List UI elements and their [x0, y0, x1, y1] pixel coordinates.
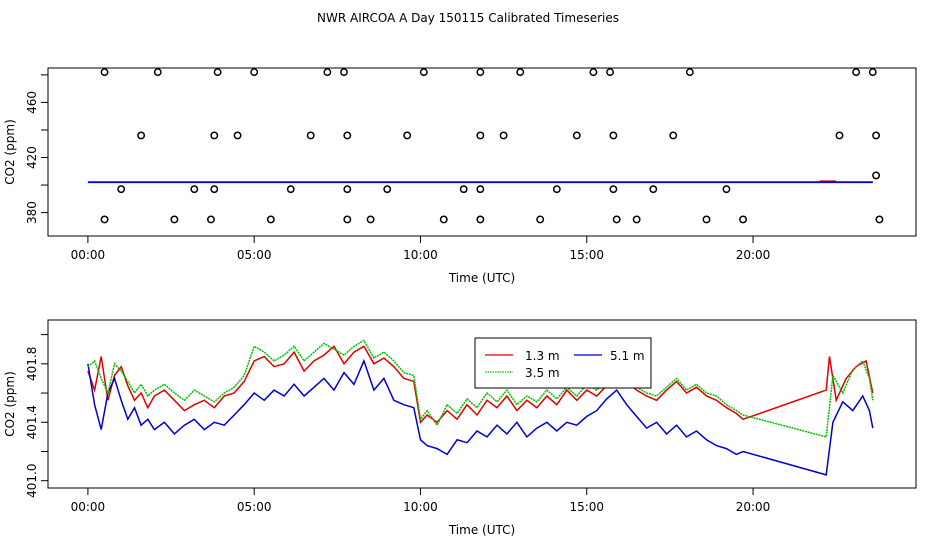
- calibration-point: [266, 215, 275, 224]
- figure-title: NWR AIRCOA A Day 150115 Calibrated Times…: [317, 11, 619, 25]
- calibration-point: [439, 215, 448, 224]
- calibration-point: [835, 131, 844, 140]
- calibration-point: [552, 185, 561, 194]
- bottom-x-axis: 00:00 05:00 10:00 15:00 20:00: [71, 488, 771, 514]
- calibration-point: [459, 185, 468, 194]
- calibration-point: [366, 215, 375, 224]
- top-x-axis-label: Time (UTC): [448, 271, 515, 285]
- y-tick-label: 380: [25, 201, 39, 224]
- calibration-point: [868, 68, 877, 77]
- calibration-point: [606, 68, 614, 77]
- x-tick-label: 00:00: [71, 500, 106, 514]
- calibration-point: [207, 215, 215, 224]
- x-tick-label: 05:00: [237, 248, 272, 262]
- calibration-point: [476, 68, 485, 77]
- calibration-point: [649, 185, 658, 194]
- calibration-point: [403, 131, 412, 140]
- calibration-point: [516, 68, 525, 77]
- calibration-point: [589, 68, 598, 77]
- y-tick-label: 420: [25, 146, 39, 169]
- calibration-point: [323, 68, 332, 77]
- calibration-point: [476, 185, 485, 194]
- calibration-point: [210, 185, 219, 194]
- top-plot-frame: [47, 67, 917, 237]
- x-tick-label: 15:00: [569, 248, 604, 262]
- y-tick-label: 401.8: [25, 347, 39, 381]
- x-tick-label: 10:00: [403, 500, 438, 514]
- calibration-point: [476, 131, 485, 140]
- y-tick-label: 401.0: [25, 464, 39, 498]
- calibration-point: [702, 215, 711, 224]
- legend-box: [474, 337, 652, 389]
- calibration-point: [612, 215, 621, 224]
- calibration-point: [153, 68, 162, 77]
- calibration-point: [250, 68, 259, 77]
- top-y-axis-label: CO2 (ppm): [3, 119, 17, 185]
- series-line: [87, 358, 874, 476]
- x-tick-label: 20:00: [736, 248, 771, 262]
- calibration-point: [306, 131, 315, 140]
- bottom-x-axis-label: Time (UTC): [448, 523, 515, 537]
- legend: 1.3 m 3.5 m 5.1 m: [474, 337, 652, 389]
- calibration-point: [875, 215, 884, 224]
- calibration-point: [343, 131, 352, 140]
- calibration-point: [137, 131, 146, 140]
- calibration-point: [872, 171, 881, 180]
- calibration-point: [499, 131, 508, 140]
- calibration-point: [100, 215, 109, 224]
- top-y-axis: 380 420 460: [25, 74, 48, 224]
- calibration-point: [476, 215, 485, 224]
- y-tick-label: 460: [25, 91, 39, 114]
- calibration-point: [233, 131, 242, 140]
- bottom-panel: 00:00 05:00 10:00 15:00 20:00 401.0401.4401.…: [3, 319, 917, 537]
- calibration-point: [117, 185, 126, 194]
- calibration-point: [685, 68, 694, 77]
- bottom-plot-frame: [47, 319, 917, 489]
- calibration-point: [669, 131, 678, 140]
- series-line: [87, 345, 874, 424]
- calibration-point: [419, 68, 428, 77]
- calibration-point: [286, 185, 295, 194]
- calibration-point: [340, 68, 348, 77]
- calibration-point: [609, 131, 618, 140]
- top-plot-content: [87, 68, 884, 224]
- legend-label-5-1m: 5.1 m: [610, 349, 645, 363]
- calibration-point: [213, 68, 222, 77]
- calibration-point: [536, 215, 545, 224]
- calibration-point: [852, 68, 861, 77]
- top-panel: 00:00 05:00 10:00 15:00 20:00 380 420 460 Time…: [3, 67, 917, 285]
- calibration-point: [872, 131, 881, 140]
- calibration-point: [572, 131, 581, 140]
- calibration-point: [190, 185, 199, 194]
- legend-label-3-5m: 3.5 m: [525, 366, 560, 380]
- calibration-point: [632, 215, 641, 224]
- bottom-y-axis-label: CO2 (ppm): [3, 371, 17, 437]
- y-tick-label: 401.4: [25, 405, 39, 439]
- x-tick-label: 00:00: [71, 248, 106, 262]
- x-tick-label: 20:00: [736, 500, 771, 514]
- calibration-point: [343, 185, 352, 194]
- bottom-plot-content: [87, 339, 874, 476]
- x-tick-label: 15:00: [569, 500, 604, 514]
- top-x-axis: 00:00 05:00 10:00 15:00 20:00: [71, 236, 771, 262]
- legend-label-1-3m: 1.3 m: [525, 349, 560, 363]
- calibration-point: [100, 68, 109, 77]
- x-tick-label: 05:00: [237, 500, 272, 514]
- calibration-point: [383, 185, 392, 194]
- x-tick-label: 10:00: [403, 248, 438, 262]
- calibration-point: [722, 185, 731, 194]
- calibration-point: [210, 131, 219, 140]
- calibration-point: [343, 215, 352, 224]
- calibration-point: [609, 185, 618, 194]
- calibration-point: [170, 215, 179, 224]
- bottom-y-axis: 401.0 401.4 401.8: [25, 334, 48, 498]
- calibration-point: [739, 215, 748, 224]
- series-line: [87, 339, 874, 438]
